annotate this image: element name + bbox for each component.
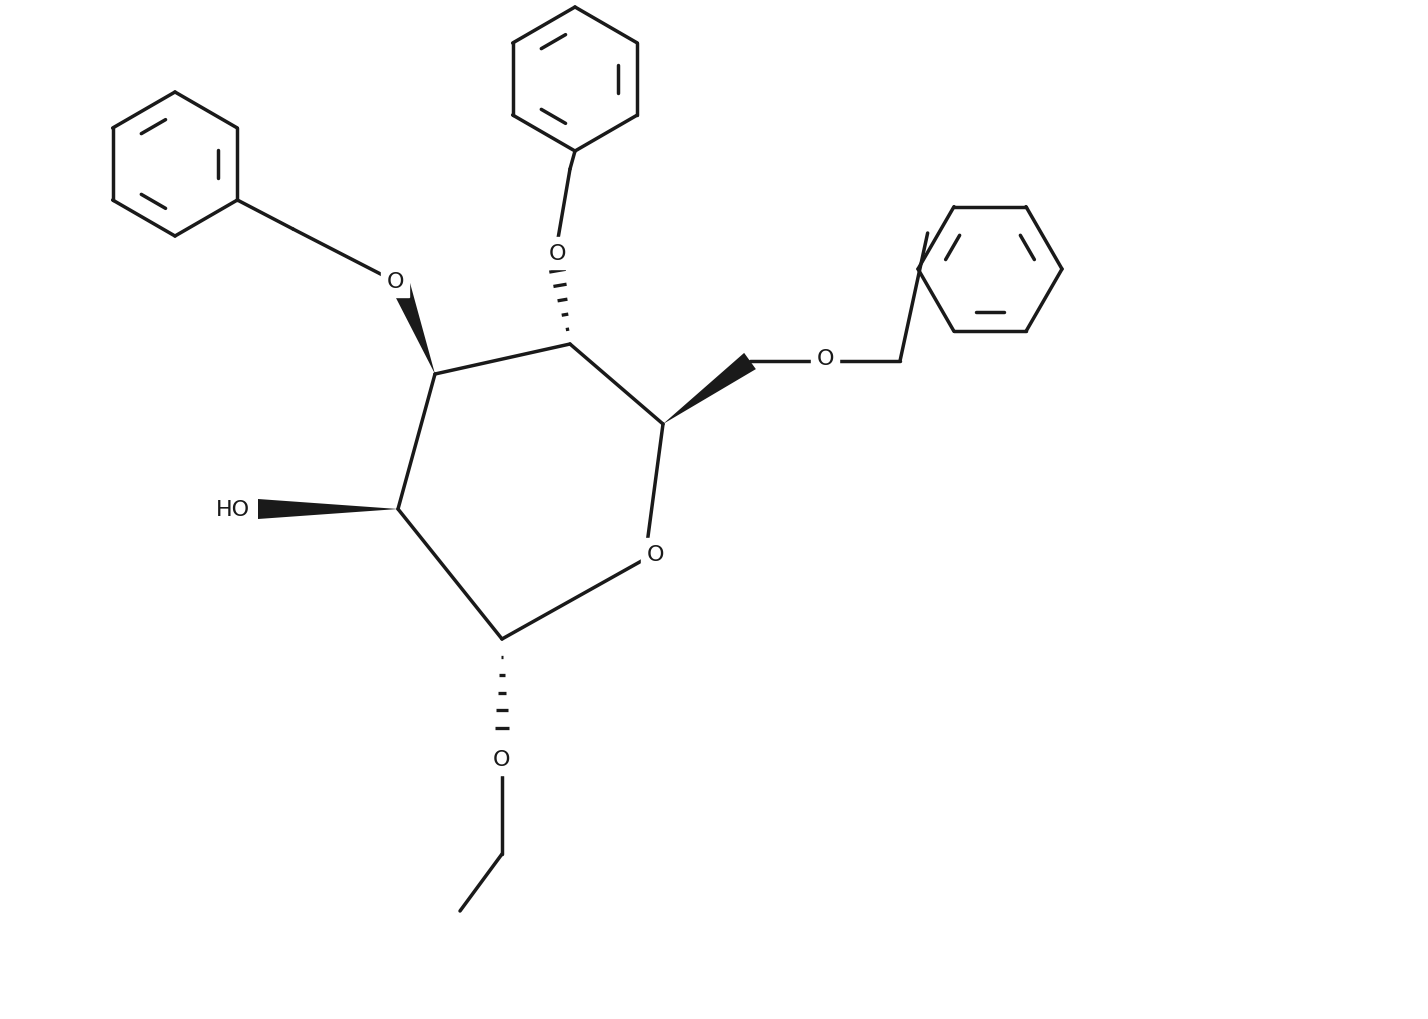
Polygon shape <box>391 281 436 375</box>
Text: O: O <box>817 348 834 369</box>
Polygon shape <box>663 354 755 425</box>
Text: HO: HO <box>216 499 250 520</box>
Polygon shape <box>258 499 398 520</box>
Text: O: O <box>493 749 511 769</box>
Text: O: O <box>386 272 404 291</box>
Text: O: O <box>647 544 664 565</box>
Text: O: O <box>548 244 565 264</box>
